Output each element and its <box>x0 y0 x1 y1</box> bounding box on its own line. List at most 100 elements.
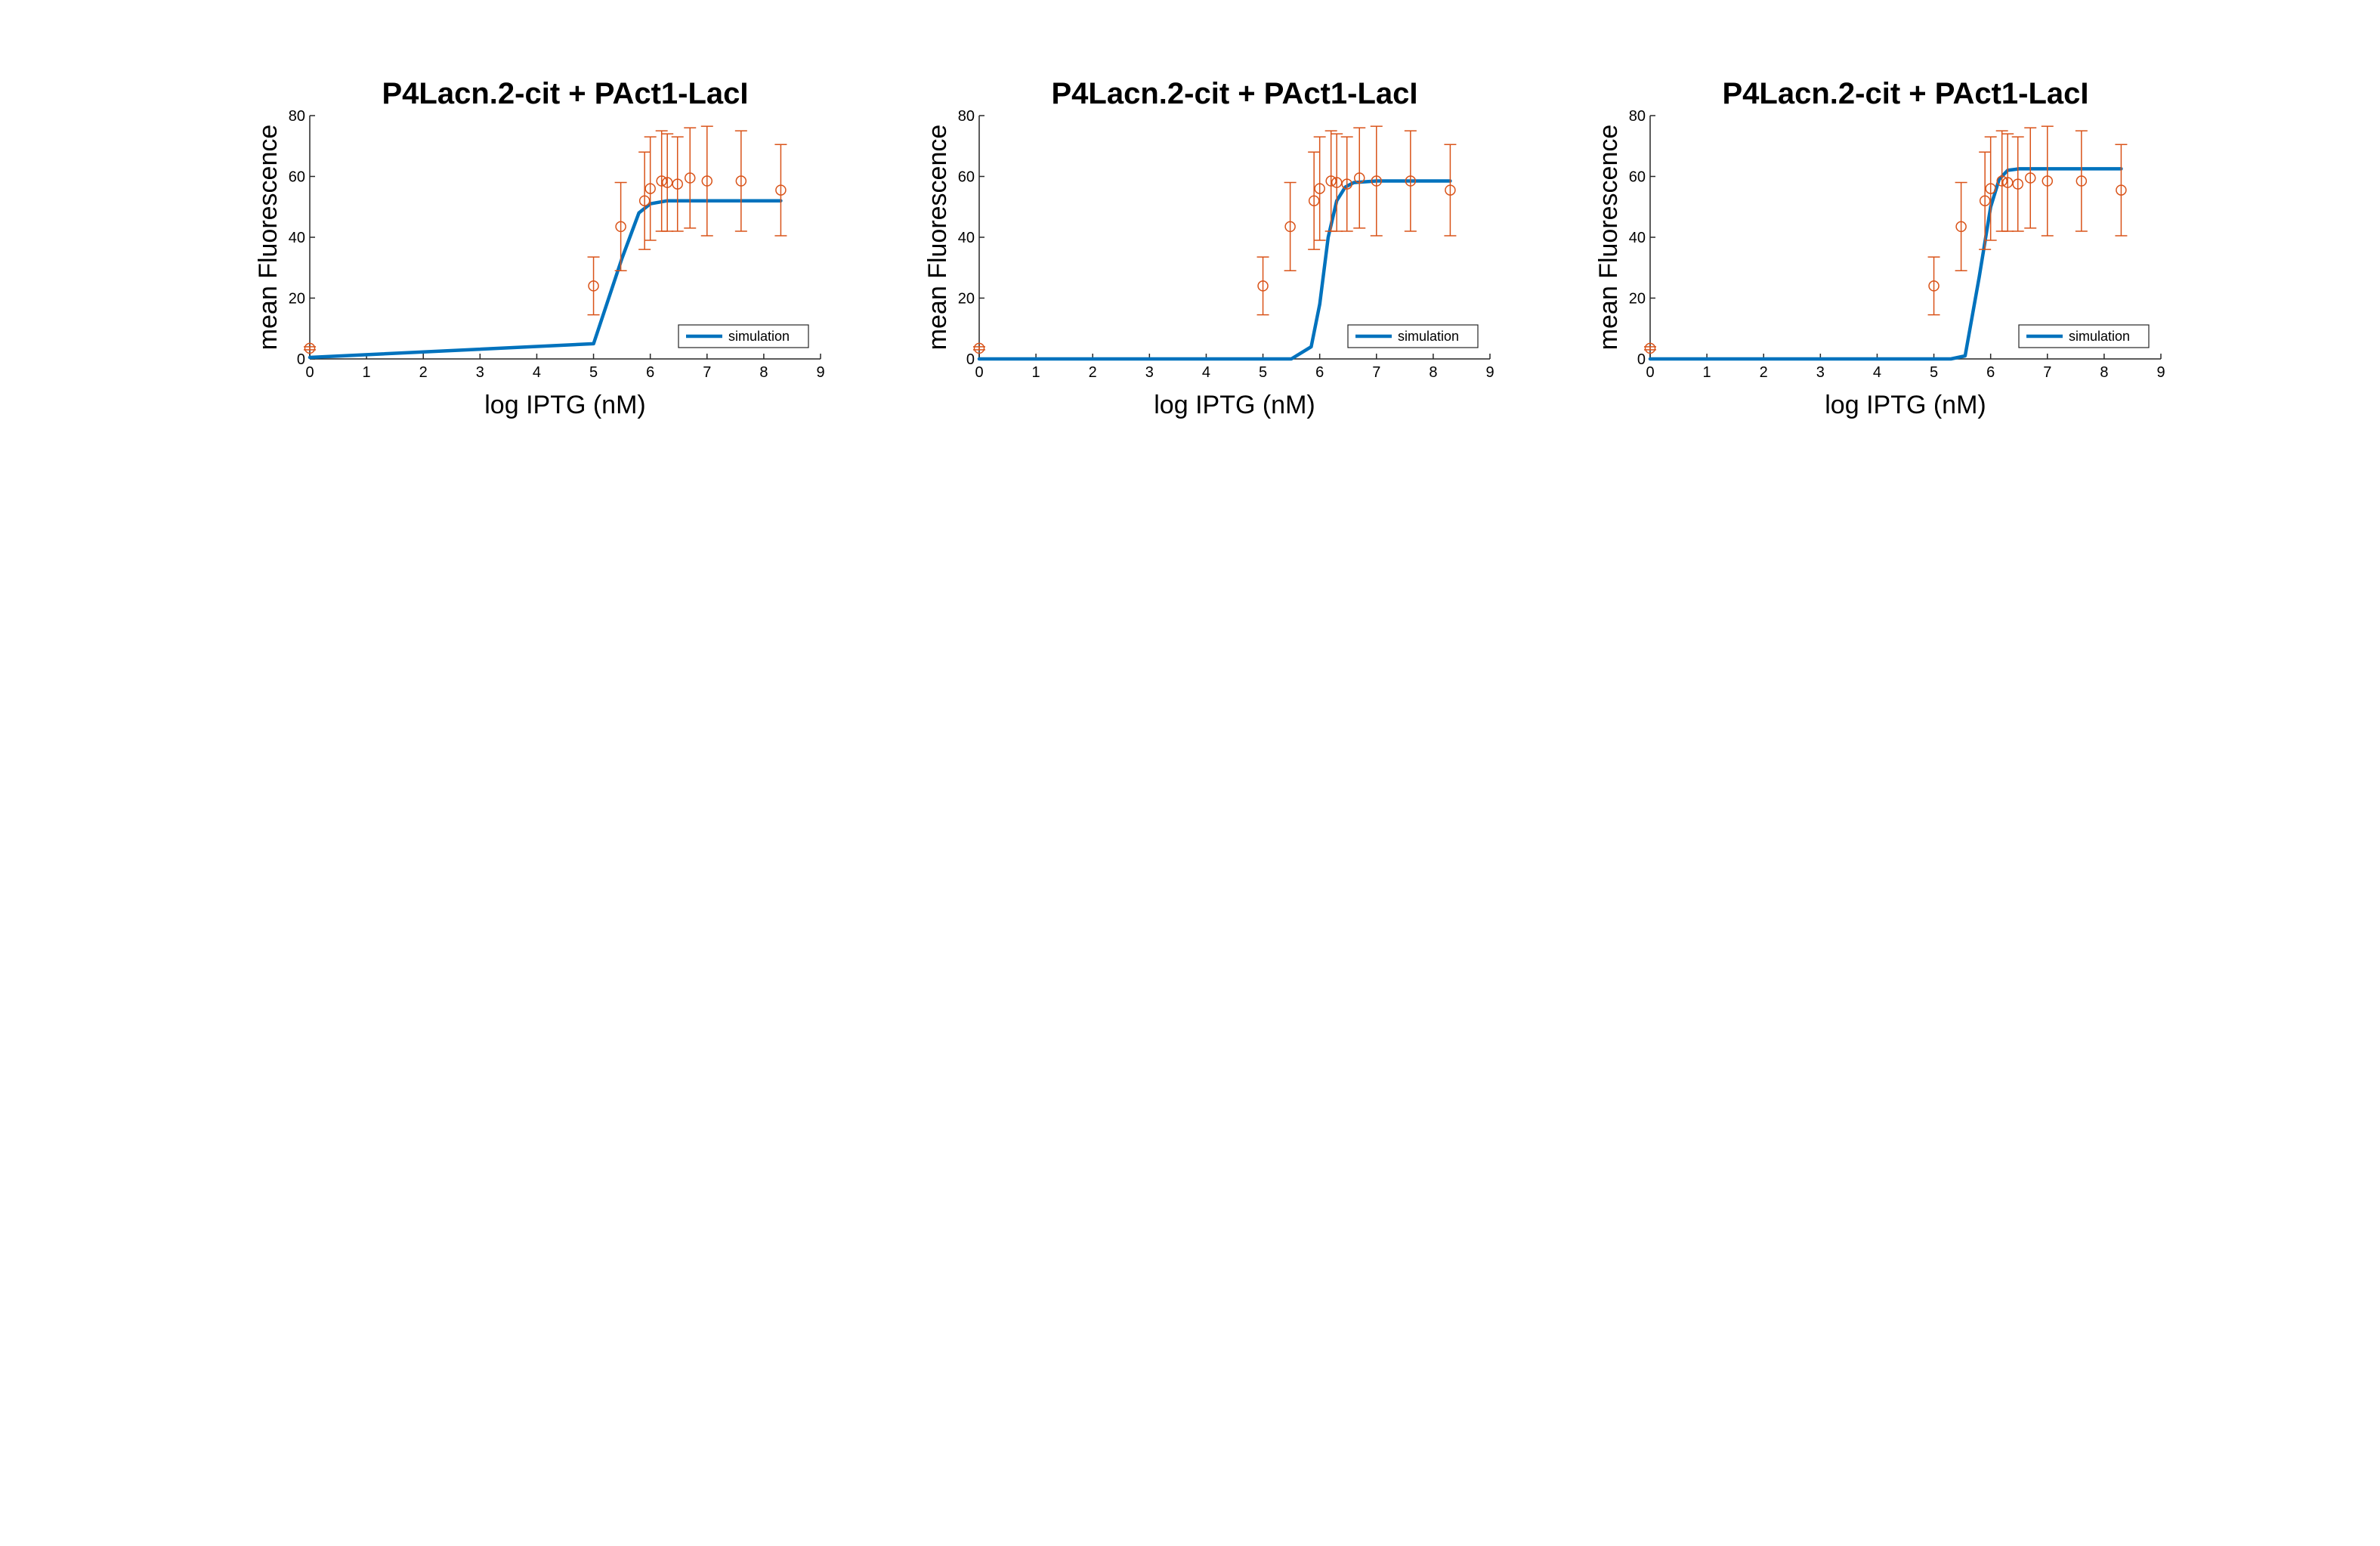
data-marker <box>1353 172 1365 184</box>
x-tick-label: 7 <box>703 364 711 381</box>
chart-panel-2: P4Lacn.2-cit + PAct1-LacI 0 1 2 3 4 5 6 7 8 9 0 20 40… <box>923 77 1494 419</box>
data-point <box>2011 136 2024 232</box>
data-point <box>1308 151 1321 250</box>
y-tick-label: 0 <box>297 351 305 368</box>
data-marker <box>2001 177 2014 188</box>
data-marker <box>1996 175 2008 187</box>
x-tick-label: 2 <box>419 364 428 381</box>
x-tick-label: 2 <box>1089 364 1097 381</box>
data-point <box>1370 125 1383 237</box>
data-marker <box>973 342 985 354</box>
data-point <box>2001 133 2014 232</box>
data-marker <box>1371 175 1383 187</box>
legend-label: simulation <box>728 329 790 344</box>
data-point <box>2024 127 2037 229</box>
data-marker <box>615 221 626 233</box>
legend-label: simulation <box>2069 329 2130 344</box>
data-marker <box>1644 342 1656 354</box>
data-marker <box>1314 183 1325 194</box>
legend: simulation <box>678 324 809 348</box>
x-tick-label: 2 <box>1760 364 1768 381</box>
data-point <box>1984 136 1997 241</box>
legend-label: simulation <box>1398 329 1459 344</box>
x-tick-label: 3 <box>1816 364 1825 381</box>
data-marker <box>304 342 316 354</box>
data-marker <box>656 175 667 187</box>
data-point <box>1313 136 1326 241</box>
data-marker <box>1308 195 1320 206</box>
y-axis-label: mean Fluorescence <box>254 125 283 351</box>
x-tick-label: 3 <box>1145 364 1154 381</box>
x-axis-label: log IPTG (nM) <box>484 391 645 419</box>
chart-title: P4Lacn.2-cit + PAct1-LacI <box>1723 77 2089 110</box>
data-point <box>734 130 747 232</box>
data-marker <box>775 184 787 196</box>
x-tick-label: 0 <box>1646 364 1654 381</box>
y-tick-label: 40 <box>1629 230 1646 246</box>
data-marker <box>661 177 673 188</box>
data-point <box>587 256 600 316</box>
data-marker <box>1341 178 1352 190</box>
y-tick-label: 60 <box>1629 169 1646 186</box>
chart-panel-3: P4Lacn.2-cit + PAct1-LacI 0 1 2 3 4 5 6 7 8 9 0 20 40… <box>1594 77 2165 419</box>
x-tick-label: 4 <box>1202 364 1210 381</box>
simulation-line <box>1648 167 2123 361</box>
x-tick-label: 9 <box>2156 364 2165 381</box>
data-point <box>2115 144 2128 237</box>
chart-title: P4Lacn.2-cit + PAct1-LacI <box>1052 77 1418 110</box>
data-point <box>661 133 674 232</box>
data-point <box>1404 130 1417 232</box>
legend: simulation <box>1347 324 1479 348</box>
data-point <box>1444 144 1457 237</box>
data-marker <box>638 195 651 206</box>
data-point <box>1644 342 1656 354</box>
data-point <box>2041 125 2054 237</box>
data-point <box>1324 130 1337 232</box>
data-point <box>655 130 668 232</box>
data-marker <box>672 178 683 190</box>
x-tick-label: 8 <box>759 364 768 381</box>
data-point <box>684 127 697 229</box>
data-point <box>1353 127 1366 229</box>
y-tick-label: 40 <box>958 230 975 246</box>
data-marker <box>684 172 696 184</box>
y-tick-label: 0 <box>1637 351 1646 368</box>
data-point <box>1979 151 1992 250</box>
x-tick-label: 4 <box>533 364 541 381</box>
data-marker <box>1405 175 1417 187</box>
data-marker <box>1325 175 1337 187</box>
data-point <box>1331 133 1343 232</box>
legend: simulation <box>2018 324 2150 348</box>
data-point <box>1927 256 1940 316</box>
data-marker <box>2076 175 2088 187</box>
x-tick-label: 5 <box>589 364 598 381</box>
x-tick-label: 6 <box>1986 364 1995 381</box>
x-axis-label: log IPTG (nM) <box>1154 391 1315 419</box>
data-point <box>1340 136 1353 232</box>
data-point <box>973 342 985 354</box>
data-point <box>1284 181 1297 272</box>
data-marker <box>1284 221 1296 233</box>
data-point <box>1955 181 1967 272</box>
x-axis-label: log IPTG (nM) <box>1825 391 1986 419</box>
x-tick-label: 9 <box>1485 364 1494 381</box>
y-tick-label: 80 <box>1629 108 1646 125</box>
x-tick-label: 0 <box>975 364 983 381</box>
x-tick-label: 3 <box>476 364 484 381</box>
x-tick-label: 1 <box>1703 364 1711 381</box>
data-point <box>1256 256 1269 316</box>
x-tick-label: 8 <box>2100 364 2108 381</box>
y-tick-label: 60 <box>958 169 975 186</box>
x-tick-label: 6 <box>646 364 654 381</box>
data-marker <box>1257 280 1269 292</box>
x-tick-label: 8 <box>1429 364 1437 381</box>
x-tick-label: 9 <box>816 364 824 381</box>
data-point <box>700 125 713 237</box>
y-tick-label: 60 <box>289 169 305 186</box>
x-tick-label: 4 <box>1873 364 1881 381</box>
data-marker <box>1955 221 1967 233</box>
y-axis-label: mean Fluorescence <box>1594 125 1623 351</box>
data-marker <box>2042 175 2054 187</box>
data-marker <box>701 175 713 187</box>
